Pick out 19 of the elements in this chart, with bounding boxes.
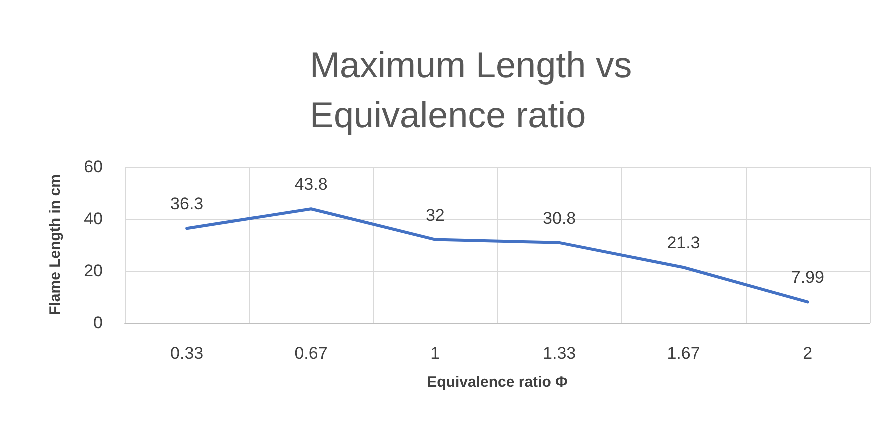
x-tick-label: 0.33: [170, 344, 204, 363]
data-label: 36.3: [170, 194, 204, 214]
data-label: 43.8: [294, 175, 328, 194]
x-tick-label: 1.67: [667, 344, 700, 363]
y-tick-label: 0: [94, 314, 103, 332]
x-tick-label: 1: [430, 344, 440, 363]
data-label: 7.99: [791, 268, 824, 288]
x-tick-label: 2: [803, 344, 813, 363]
data-label: 30.8: [543, 208, 576, 228]
x-tick-label: 0.67: [294, 344, 328, 363]
chart-title: Maximum Length vs Equivalence ratio: [310, 44, 642, 136]
data-label: 21.3: [667, 234, 700, 253]
y-tick-label: 60: [84, 158, 103, 176]
x-axis-title: Equivalence ratio Φ: [427, 374, 568, 391]
y-tick-label: 20: [84, 262, 103, 280]
x-tick-label: 1.33: [543, 344, 576, 363]
y-axis-title: Flame Length in cm: [47, 174, 64, 316]
data-label: 32: [426, 206, 445, 225]
y-tick-label: 40: [84, 210, 103, 228]
